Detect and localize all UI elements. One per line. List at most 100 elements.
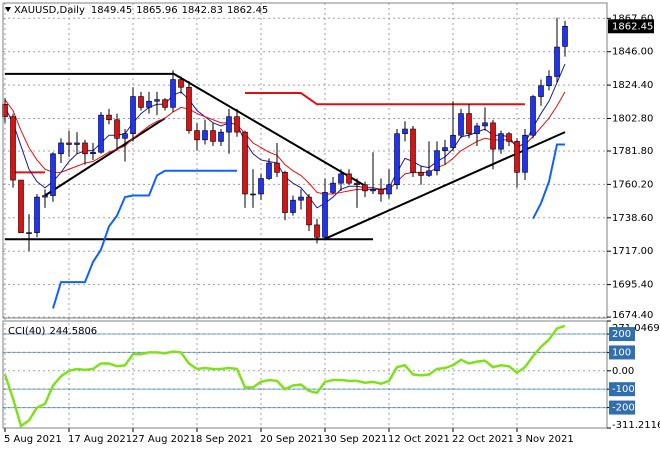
candle-body bbox=[10, 116, 16, 181]
level-label-bg bbox=[609, 327, 635, 342]
y-tick-label: 1846.00 bbox=[612, 47, 653, 58]
candle-body bbox=[106, 114, 112, 121]
trend-line bbox=[245, 92, 525, 106]
candle-body bbox=[50, 153, 56, 196]
candle-body bbox=[314, 224, 320, 238]
x-tick-label: 8 Sep 2021 bbox=[196, 434, 253, 445]
level-label-bg bbox=[609, 400, 635, 415]
x-tick-label: 30 Sep 2021 bbox=[324, 434, 387, 445]
x-tick-label: 27 Aug 2021 bbox=[132, 434, 196, 445]
candle-body bbox=[370, 189, 376, 192]
candle-body bbox=[250, 193, 256, 196]
cci-panel-frame bbox=[2, 320, 608, 429]
candle-body bbox=[442, 147, 448, 151]
candle-body bbox=[130, 96, 136, 134]
cci-current: 244.5806 bbox=[49, 326, 97, 337]
candle-body bbox=[514, 141, 520, 173]
y-tick-label: -100 bbox=[612, 384, 635, 395]
candle-body bbox=[114, 119, 120, 139]
candle-body bbox=[450, 134, 456, 148]
candle-body bbox=[362, 184, 368, 192]
open: 1849.45 bbox=[91, 5, 132, 16]
level-label-bg bbox=[609, 382, 635, 397]
header-arrow bbox=[5, 7, 11, 12]
candle-body bbox=[474, 125, 480, 134]
x-tick-label: 22 Oct 2021 bbox=[452, 434, 514, 445]
x-tick-label: 20 Sep 2021 bbox=[260, 434, 323, 445]
candle-body bbox=[26, 232, 32, 234]
candle-body bbox=[386, 184, 392, 195]
y-tick-label: 271.0469 bbox=[612, 323, 660, 334]
candle-body bbox=[466, 113, 472, 134]
candle-body bbox=[306, 196, 312, 226]
candle-body bbox=[538, 85, 544, 97]
indicator-line bbox=[4, 91, 566, 195]
cci-title: CCI(40) bbox=[8, 326, 46, 337]
candle-body bbox=[434, 150, 440, 172]
x-tick-label: 3 Nov 2021 bbox=[516, 434, 574, 445]
y-tick-label: 1824.40 bbox=[612, 80, 653, 91]
y-tick-label: 1802.80 bbox=[612, 114, 653, 125]
y-tick-label: -200 bbox=[612, 403, 635, 414]
last-price-bg bbox=[608, 19, 654, 34]
candle-body bbox=[546, 76, 552, 87]
candle-body bbox=[242, 131, 248, 195]
y-tick-label: 1867.60 bbox=[612, 13, 653, 24]
level-label-bg bbox=[609, 345, 635, 360]
candle-body bbox=[146, 100, 152, 108]
cci-line bbox=[3, 324, 566, 428]
candle-body bbox=[394, 133, 400, 186]
candle-body bbox=[522, 134, 528, 173]
candle-body bbox=[202, 130, 208, 141]
candle-body bbox=[218, 131, 224, 142]
candle-body bbox=[74, 142, 80, 145]
candle-body bbox=[234, 116, 240, 133]
candle-body bbox=[34, 196, 40, 233]
trend-line bbox=[172, 72, 366, 187]
candle-body bbox=[410, 128, 416, 173]
candle-body bbox=[290, 199, 296, 213]
candle-body bbox=[498, 133, 504, 150]
axis-layer: 1867.60 1846.00 1824.40 1802.80 1781.80 1760.… bbox=[4, 13, 660, 445]
candle-body bbox=[274, 162, 280, 173]
candle-body bbox=[298, 196, 304, 201]
candle-body bbox=[402, 128, 408, 134]
candle-body bbox=[98, 114, 104, 153]
x-tick-label: 12 Oct 2021 bbox=[388, 434, 450, 445]
cci-header: CCI(40) 244.5806 bbox=[8, 326, 97, 337]
candle-body bbox=[138, 96, 144, 108]
candle-body bbox=[90, 151, 96, 155]
candle-body bbox=[346, 173, 352, 184]
price-header: XAUUSD,Daily 1849.45 1865.96 1842.83 1862.45 bbox=[14, 5, 268, 16]
candle-body bbox=[66, 142, 72, 145]
y-tick-label: 1695.40 bbox=[612, 280, 653, 291]
x-tick-label: 5 Aug 2021 bbox=[4, 434, 62, 445]
x-tick-label: 17 Aug 2021 bbox=[68, 434, 132, 445]
y-tick-label: 1760.20 bbox=[612, 179, 653, 190]
candle-body bbox=[186, 86, 192, 131]
y-tick-label: -311.2116 bbox=[612, 420, 660, 431]
candle-body bbox=[506, 133, 512, 142]
candle-body bbox=[282, 172, 288, 213]
candle-body bbox=[562, 25, 568, 47]
candle-body bbox=[482, 122, 488, 127]
trend-line bbox=[44, 117, 166, 197]
candle-body bbox=[322, 192, 328, 238]
candle-body bbox=[42, 195, 48, 198]
y-tick-label: 1738.60 bbox=[612, 213, 653, 224]
candle-body bbox=[58, 142, 64, 155]
candle-body bbox=[490, 122, 496, 150]
candle-body bbox=[178, 79, 184, 88]
candle-body bbox=[354, 182, 360, 186]
y-tick-label: 1674.40 bbox=[612, 310, 653, 321]
candle-body bbox=[426, 170, 432, 176]
low: 1842.83 bbox=[182, 5, 223, 16]
y-tick-label: 0.00 bbox=[612, 366, 634, 377]
mark-layer bbox=[2, 17, 568, 428]
candle-body bbox=[210, 130, 216, 142]
candle-body bbox=[82, 142, 88, 155]
y-tick-label: 100 bbox=[612, 347, 631, 358]
indicator-line bbox=[52, 143, 565, 309]
